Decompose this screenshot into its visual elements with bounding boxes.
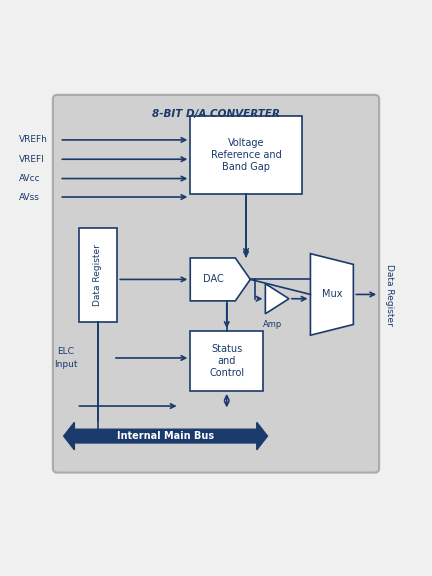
FancyBboxPatch shape (190, 116, 302, 194)
Text: VREFh: VREFh (19, 135, 48, 145)
Polygon shape (265, 284, 289, 314)
FancyBboxPatch shape (53, 95, 379, 472)
Text: Input: Input (54, 360, 77, 369)
Text: Voltage
Reference and
Band Gap: Voltage Reference and Band Gap (211, 138, 281, 172)
Text: ELC: ELC (57, 347, 74, 356)
Polygon shape (64, 422, 267, 450)
Text: AVcc: AVcc (19, 174, 40, 183)
FancyBboxPatch shape (79, 228, 117, 323)
Text: 8-BIT D/A CONVERTER: 8-BIT D/A CONVERTER (152, 109, 280, 119)
Text: Data Register: Data Register (385, 263, 394, 325)
Text: Amp: Amp (263, 320, 282, 329)
Text: Internal Main Bus: Internal Main Bus (117, 431, 214, 441)
Polygon shape (190, 258, 250, 301)
Text: DAC: DAC (203, 274, 223, 285)
Text: AVss: AVss (19, 192, 39, 202)
Text: Mux: Mux (322, 289, 342, 300)
Polygon shape (311, 253, 353, 335)
Text: Status
and
Control: Status and Control (209, 344, 244, 377)
Text: VREFl: VREFl (19, 155, 44, 164)
Text: Data Register: Data Register (93, 244, 102, 306)
FancyBboxPatch shape (190, 331, 263, 391)
